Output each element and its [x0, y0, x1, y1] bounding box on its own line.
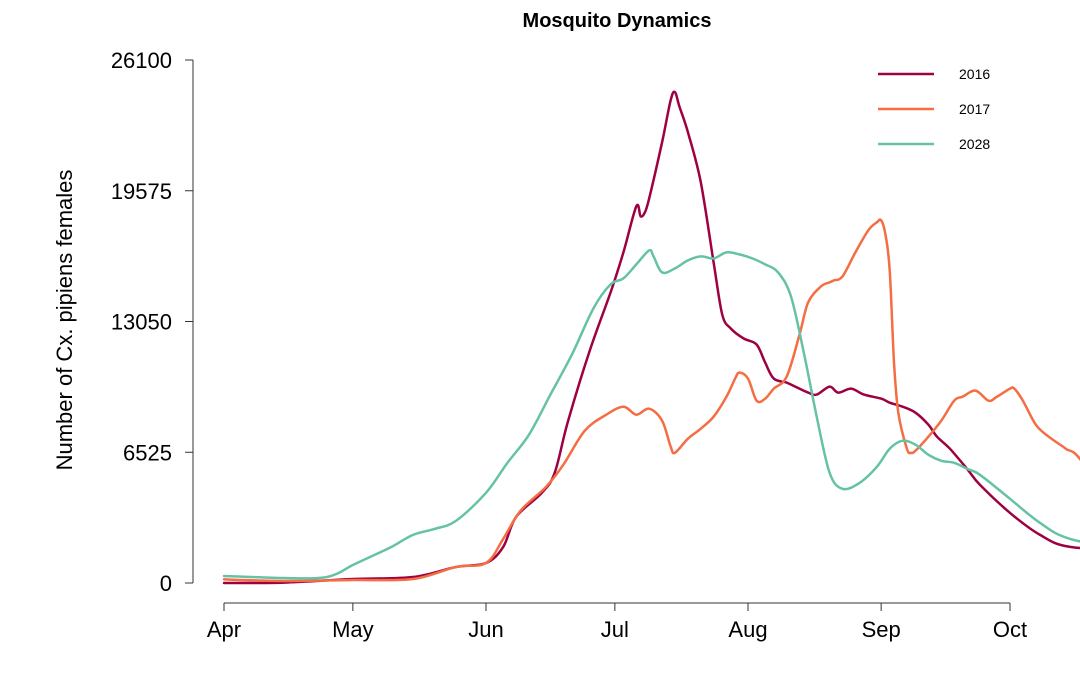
legend: 2016 2017 2028 — [878, 66, 990, 152]
x-tick-label: Apr — [207, 617, 241, 642]
series-layer — [222, 90, 1080, 585]
y-tick-label: 13050 — [111, 310, 172, 335]
x-tick-label: Sep — [862, 617, 901, 642]
legend-label-2028: 2028 — [959, 136, 990, 152]
series-line-2017 — [222, 218, 1080, 583]
x-tick-label: May — [332, 617, 374, 642]
series-line-2016 — [222, 90, 1080, 585]
series-line-2028 — [222, 248, 1080, 580]
chart-title: Mosquito Dynamics — [523, 10, 712, 32]
x-tick-label: Oct — [993, 617, 1027, 642]
y-tick-label: 19575 — [111, 179, 172, 204]
axes: 0 6525 13050 19575 26100 Apr May Jun Jul Aug Sep Oc… — [111, 48, 1027, 642]
y-tick-label: 0 — [160, 571, 172, 596]
legend-label-2017: 2017 — [959, 101, 990, 117]
y-axis-label: Number of Cx. pipiens females — [52, 170, 77, 471]
x-tick-label: Jul — [601, 617, 629, 642]
x-tick-label: Jun — [468, 617, 503, 642]
y-tick-label: 6525 — [123, 440, 172, 465]
legend-label-2016: 2016 — [959, 66, 990, 82]
x-tick-label: Aug — [728, 617, 767, 642]
y-tick-label: 26100 — [111, 48, 172, 73]
